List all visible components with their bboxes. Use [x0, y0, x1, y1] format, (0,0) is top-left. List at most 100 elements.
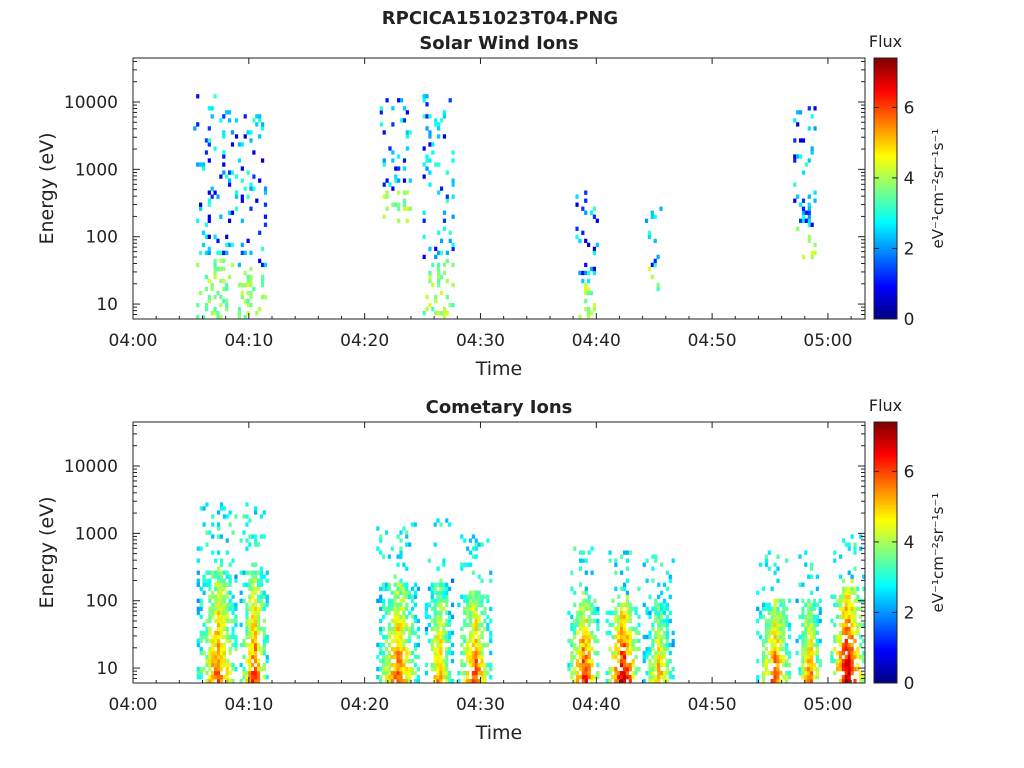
- data-cell: [431, 306, 435, 312]
- data-cell: [812, 642, 817, 648]
- data-cell: [795, 638, 799, 644]
- data-cell: [468, 658, 473, 664]
- data-cell: [654, 606, 658, 612]
- data-cell: [416, 654, 420, 660]
- data-cell: [445, 654, 449, 660]
- data-cell: [442, 598, 446, 603]
- data-cell: [801, 614, 805, 620]
- data-cell: [216, 582, 221, 587]
- data-cell: [576, 674, 580, 680]
- data-cell: [434, 246, 438, 252]
- colorbar-step: [874, 123, 897, 126]
- data-cell: [647, 234, 652, 239]
- data-cell: [216, 526, 221, 531]
- data-cell: [260, 158, 265, 163]
- colorbar-step: [874, 606, 897, 610]
- data-cell: [245, 670, 249, 676]
- data-cell: [773, 606, 777, 612]
- data-cell: [399, 530, 403, 535]
- data-cell: [838, 602, 843, 608]
- data-cell: [239, 538, 243, 543]
- data-cell: [617, 602, 621, 608]
- data-cell: [620, 670, 624, 676]
- data-cell: [622, 678, 627, 684]
- data-cell: [809, 642, 814, 648]
- colorbar-step: [874, 218, 897, 222]
- data-cell: [256, 678, 261, 684]
- colorbar-step: [874, 195, 897, 198]
- data-cell: [460, 670, 464, 676]
- data-cell: [196, 546, 200, 551]
- data-cell: [240, 282, 244, 288]
- colorbar-step: [874, 652, 897, 656]
- data-cell: [405, 206, 409, 211]
- data-cell: [596, 662, 600, 668]
- data-cell: [210, 114, 214, 119]
- data-cell: [662, 598, 667, 603]
- colorbar-step: [874, 489, 897, 492]
- data-cell: [770, 622, 774, 628]
- data-cell: [262, 510, 266, 515]
- data-cell: [841, 662, 846, 668]
- data-cell: [222, 610, 226, 616]
- colorbar-step: [874, 290, 897, 294]
- colorbar-step: [874, 158, 897, 161]
- data-cell: [761, 638, 766, 644]
- data-cell: [228, 638, 232, 644]
- data-cell: [463, 638, 467, 644]
- data-cell: [773, 650, 777, 656]
- data-cell: [259, 578, 264, 583]
- data-cell: [382, 162, 386, 167]
- data-cell: [427, 558, 431, 563]
- data-cell: [399, 598, 403, 603]
- data-cell: [402, 622, 406, 628]
- data-cell: [434, 254, 438, 260]
- colorbar-step: [874, 506, 897, 510]
- data-cell: [397, 166, 401, 171]
- data-cell: [428, 134, 432, 139]
- data-cell: [773, 674, 777, 680]
- data-cell: [764, 606, 769, 612]
- data-cell: [397, 154, 401, 159]
- data-cell: [439, 590, 443, 595]
- data-cell: [251, 562, 255, 567]
- data-cell: [428, 278, 432, 284]
- data-cell: [256, 614, 261, 620]
- data-cell: [207, 218, 211, 223]
- data-cell: [248, 654, 252, 660]
- data-cell: [812, 614, 817, 620]
- data-cell: [428, 246, 432, 252]
- colorbar-step: [874, 227, 897, 231]
- data-cell: [219, 666, 224, 672]
- data-cell: [387, 630, 392, 636]
- data-cell: [399, 666, 403, 672]
- data-cell: [592, 214, 597, 219]
- data-cell: [654, 602, 658, 608]
- data-cell: [468, 634, 473, 640]
- data-cell: [213, 190, 217, 195]
- data-cell: [773, 666, 777, 672]
- data-cell: [430, 646, 434, 652]
- data-cell: [570, 658, 574, 664]
- colorbar-step: [874, 208, 897, 211]
- colorbar-step: [874, 654, 897, 658]
- data-cell: [219, 622, 224, 628]
- colorbar-step: [874, 656, 897, 660]
- data-cell: [809, 626, 814, 632]
- data-cell: [578, 638, 583, 644]
- data-cell: [258, 118, 262, 123]
- data-cell: [648, 666, 652, 672]
- data-cell: [439, 618, 443, 624]
- data-cell: [807, 610, 811, 616]
- data-cell: [460, 626, 464, 632]
- data-cell: [628, 634, 632, 640]
- data-cell: [779, 670, 783, 676]
- data-cell: [651, 670, 655, 676]
- data-cell: [240, 194, 244, 199]
- colorbar-step: [874, 611, 897, 614]
- data-cell: [801, 622, 805, 628]
- data-cell: [776, 618, 780, 624]
- data-cell: [384, 666, 389, 672]
- data-cell: [393, 674, 397, 680]
